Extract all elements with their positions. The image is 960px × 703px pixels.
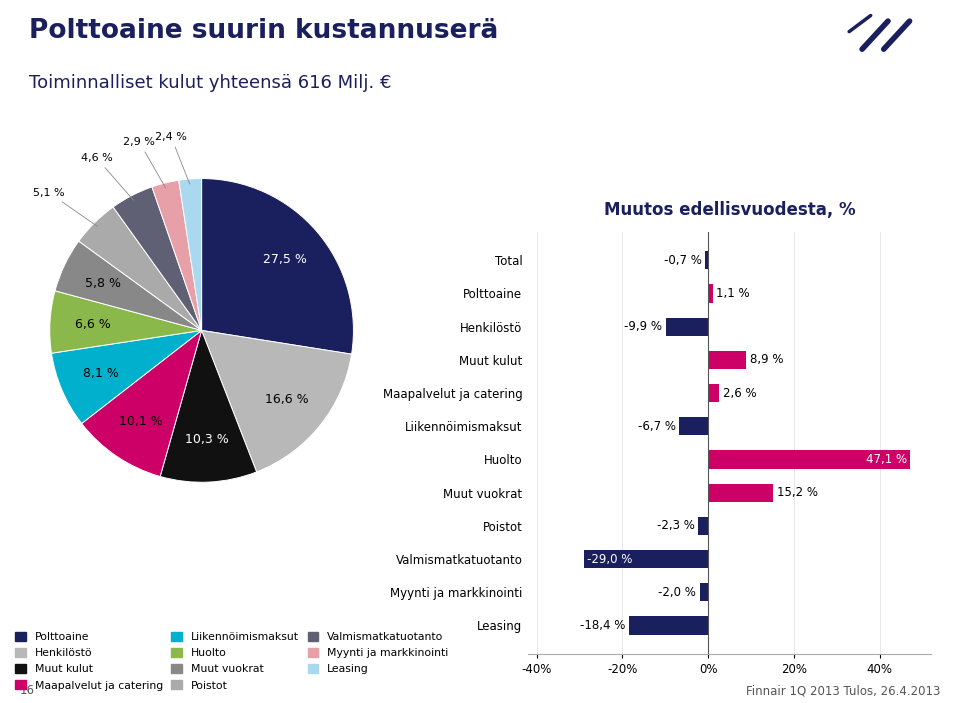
Wedge shape xyxy=(202,330,351,472)
Text: 5,1 %: 5,1 % xyxy=(33,188,98,226)
Text: 8,9 %: 8,9 % xyxy=(750,354,783,366)
Text: -9,9 %: -9,9 % xyxy=(624,320,662,333)
Text: 15,2 %: 15,2 % xyxy=(777,486,818,499)
Wedge shape xyxy=(202,179,353,354)
Bar xyxy=(708,451,910,469)
Wedge shape xyxy=(82,330,202,477)
Bar xyxy=(584,550,708,568)
Bar xyxy=(698,517,708,535)
Bar xyxy=(708,284,713,302)
Text: 2,9 %: 2,9 % xyxy=(123,136,166,188)
Text: 10,3 %: 10,3 % xyxy=(185,433,228,446)
Bar xyxy=(708,484,774,502)
Text: Toiminnalliset kulut yhteensä 616 Milj. €: Toiminnalliset kulut yhteensä 616 Milj. … xyxy=(29,74,392,92)
Text: 8,1 %: 8,1 % xyxy=(84,367,119,380)
Bar xyxy=(708,384,719,402)
Text: 6,6 %: 6,6 % xyxy=(75,318,110,330)
Text: -6,7 %: -6,7 % xyxy=(638,420,676,433)
Text: 27,5 %: 27,5 % xyxy=(263,253,306,266)
Wedge shape xyxy=(179,179,202,330)
Text: -29,0 %: -29,0 % xyxy=(588,553,633,566)
Text: -2,3 %: -2,3 % xyxy=(657,520,695,532)
Text: Finnair 1Q 2013 Tulos, 26.4.2013: Finnair 1Q 2013 Tulos, 26.4.2013 xyxy=(747,685,941,697)
Text: 4,6 %: 4,6 % xyxy=(81,153,133,200)
Wedge shape xyxy=(52,330,202,423)
Bar xyxy=(706,251,708,269)
Wedge shape xyxy=(113,187,202,330)
Text: Polttoaine suurin kustannuserä: Polttoaine suurin kustannuserä xyxy=(29,18,498,44)
Text: 47,1 %: 47,1 % xyxy=(866,453,907,466)
Wedge shape xyxy=(55,241,202,330)
Text: 2,4 %: 2,4 % xyxy=(156,131,190,184)
Text: 2,6 %: 2,6 % xyxy=(723,387,756,399)
Bar xyxy=(629,617,708,635)
Title: Muutos edellisvuodesta, %: Muutos edellisvuodesta, % xyxy=(604,201,855,219)
Bar xyxy=(680,417,708,435)
Text: 1,1 %: 1,1 % xyxy=(716,287,750,300)
Wedge shape xyxy=(50,291,202,353)
Text: -0,7 %: -0,7 % xyxy=(664,254,702,267)
Text: -2,0 %: -2,0 % xyxy=(659,586,696,599)
Text: 16,6 %: 16,6 % xyxy=(265,392,308,406)
Bar xyxy=(700,583,708,602)
Bar xyxy=(708,351,746,369)
Text: 5,8 %: 5,8 % xyxy=(85,277,121,290)
Text: 16: 16 xyxy=(19,685,35,697)
Wedge shape xyxy=(160,330,256,482)
Text: 10,1 %: 10,1 % xyxy=(118,415,162,427)
Wedge shape xyxy=(79,207,202,330)
Legend: Polttoaine, Henkilöstö, Muut kulut, Maapalvelut ja catering, Liikennöimismaksut,: Polttoaine, Henkilöstö, Muut kulut, Maap… xyxy=(15,632,448,690)
Bar xyxy=(665,318,708,336)
Wedge shape xyxy=(152,180,202,330)
Text: -18,4 %: -18,4 % xyxy=(581,619,626,632)
